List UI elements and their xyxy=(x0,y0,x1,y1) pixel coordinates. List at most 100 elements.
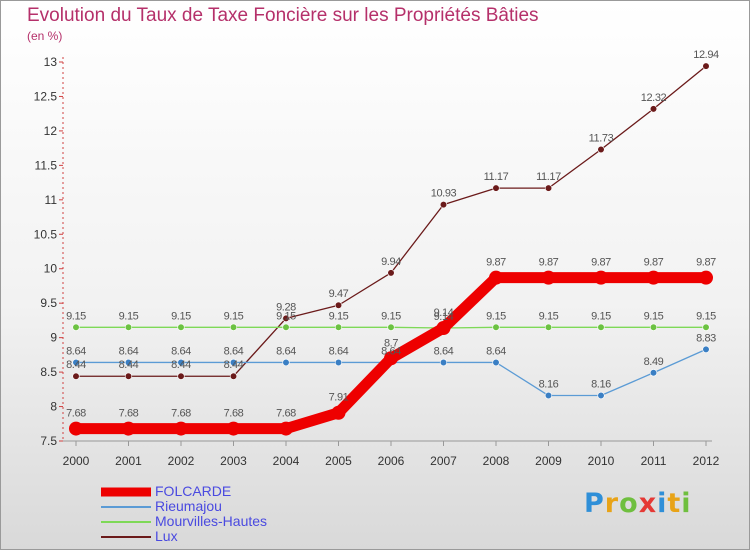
legend-label: Mourvilles-Hautes xyxy=(155,513,268,529)
data-point xyxy=(124,323,133,331)
data-point xyxy=(384,351,398,366)
axes: 7.5 8 8.5 9 9.5 10 10.5 11 11.5 12 12.5 13 2000 2001 2… xyxy=(34,55,720,468)
x-tick-label: 2007 xyxy=(430,454,457,468)
y-tick-label: 8.5 xyxy=(40,365,57,379)
x-tick-label: 2000 xyxy=(63,454,90,468)
legend-swatch xyxy=(101,535,151,538)
data-point xyxy=(439,358,448,367)
data-point xyxy=(229,358,238,367)
data-point xyxy=(597,145,605,154)
data-label: 9.15 xyxy=(539,310,559,322)
series-folcarde xyxy=(69,270,713,436)
data-point xyxy=(702,323,710,331)
data-point xyxy=(174,421,188,436)
data-label: 9.87 xyxy=(539,257,559,269)
series-lux xyxy=(72,62,710,380)
data-point xyxy=(699,270,713,285)
unit-label: (en %) xyxy=(27,29,63,43)
data-label: 9.15 xyxy=(66,310,86,322)
data-label: 7.91 xyxy=(329,392,349,404)
data-label: 9.14 xyxy=(434,307,454,319)
data-label: 7.68 xyxy=(119,408,139,420)
data-label: 9.15 xyxy=(329,310,349,322)
data-label: 9.15 xyxy=(171,310,191,322)
data-label: 8.16 xyxy=(539,379,559,391)
data-point xyxy=(334,358,343,367)
data-label: 8.7 xyxy=(384,337,398,349)
data-label: 9.15 xyxy=(224,310,244,322)
logo-letter: x xyxy=(638,488,658,519)
data-label: 12.94 xyxy=(693,49,719,61)
data-point xyxy=(229,323,238,331)
data-point xyxy=(649,369,658,377)
data-label: 9.15 xyxy=(486,310,506,322)
y-tick-label: 9 xyxy=(50,331,57,345)
legend-label: FOLCARDE xyxy=(155,483,232,499)
data-label: 8.64 xyxy=(276,345,296,357)
data-label: 9.15 xyxy=(644,310,664,322)
data-label: 10.93 xyxy=(431,188,457,200)
data-point xyxy=(226,421,241,436)
y-tick-label: 9.5 xyxy=(40,296,57,310)
x-tick-label: 2010 xyxy=(588,454,615,468)
data-point xyxy=(702,62,710,70)
data-label: 9.87 xyxy=(591,257,611,269)
logo-letter: i xyxy=(681,488,692,519)
legend-swatch xyxy=(101,520,151,523)
data-point xyxy=(334,323,343,331)
legend-item: Lux xyxy=(101,528,361,544)
x-tick-label: 2004 xyxy=(273,454,300,468)
legend-label: Lux xyxy=(155,528,178,544)
legend-item: FOLCARDE xyxy=(101,483,361,499)
data-label: 9.87 xyxy=(486,257,506,269)
data-point xyxy=(72,372,80,380)
y-tick-label: 11 xyxy=(45,193,58,207)
x-tick-label: 2002 xyxy=(168,454,195,468)
data-label: 7.68 xyxy=(224,408,244,420)
x-tick-label: 2006 xyxy=(378,454,405,468)
x-tick-label: 2003 xyxy=(220,454,247,468)
data-point xyxy=(702,345,710,353)
point-labels: 8.44 8.44 8.44 8.44 9.28 9.47 9.94 10.93 11.17 11… xyxy=(66,49,719,419)
data-label: 11.17 xyxy=(536,171,561,183)
y-tick-label: 10 xyxy=(44,262,58,276)
data-label: 8.64 xyxy=(381,345,401,357)
data-label: 7.68 xyxy=(276,408,296,420)
proxiti-logo: Proxiti xyxy=(584,488,692,519)
data-label: 9.15 xyxy=(381,310,401,322)
data-label: 8.49 xyxy=(644,356,664,368)
y-tick-label: 8 xyxy=(50,400,57,414)
data-label: 9.47 xyxy=(329,288,349,300)
x-tick-label: 2012 xyxy=(693,454,720,468)
data-label: 9.15 xyxy=(591,310,611,322)
data-label: 8.44 xyxy=(171,359,191,371)
data-label: 9.15 xyxy=(696,310,716,322)
legend-item: Rieumajou xyxy=(101,498,361,514)
data-point xyxy=(594,270,608,285)
data-label: 9.14 xyxy=(434,311,454,323)
x-tick-label: 2011 xyxy=(641,454,667,468)
data-label: 11.17 xyxy=(484,171,509,183)
data-label: 9.94 xyxy=(381,256,401,268)
data-point xyxy=(492,358,500,367)
data-point xyxy=(649,323,658,331)
y-tick-label: 11.5 xyxy=(35,158,58,172)
data-point xyxy=(72,358,80,367)
data-label: 7.68 xyxy=(66,408,86,420)
logo-letter: r xyxy=(604,488,620,519)
data-label: 8.64 xyxy=(434,345,454,357)
data-point xyxy=(72,323,80,331)
logo-letter: i xyxy=(657,488,668,519)
legend: FOLCARDE Rieumajou Mourvilles-Hautes Lux xyxy=(101,483,361,544)
x-tick-label: 2001 xyxy=(115,454,142,468)
data-label: 8.44 xyxy=(119,359,139,371)
y-tick-label: 12.5 xyxy=(34,89,58,103)
data-point xyxy=(229,372,238,380)
legend-label: Rieumajou xyxy=(155,498,222,514)
series-lines xyxy=(69,62,713,436)
data-point xyxy=(597,323,605,331)
data-point xyxy=(279,421,293,436)
data-label: 8.44 xyxy=(66,359,86,371)
